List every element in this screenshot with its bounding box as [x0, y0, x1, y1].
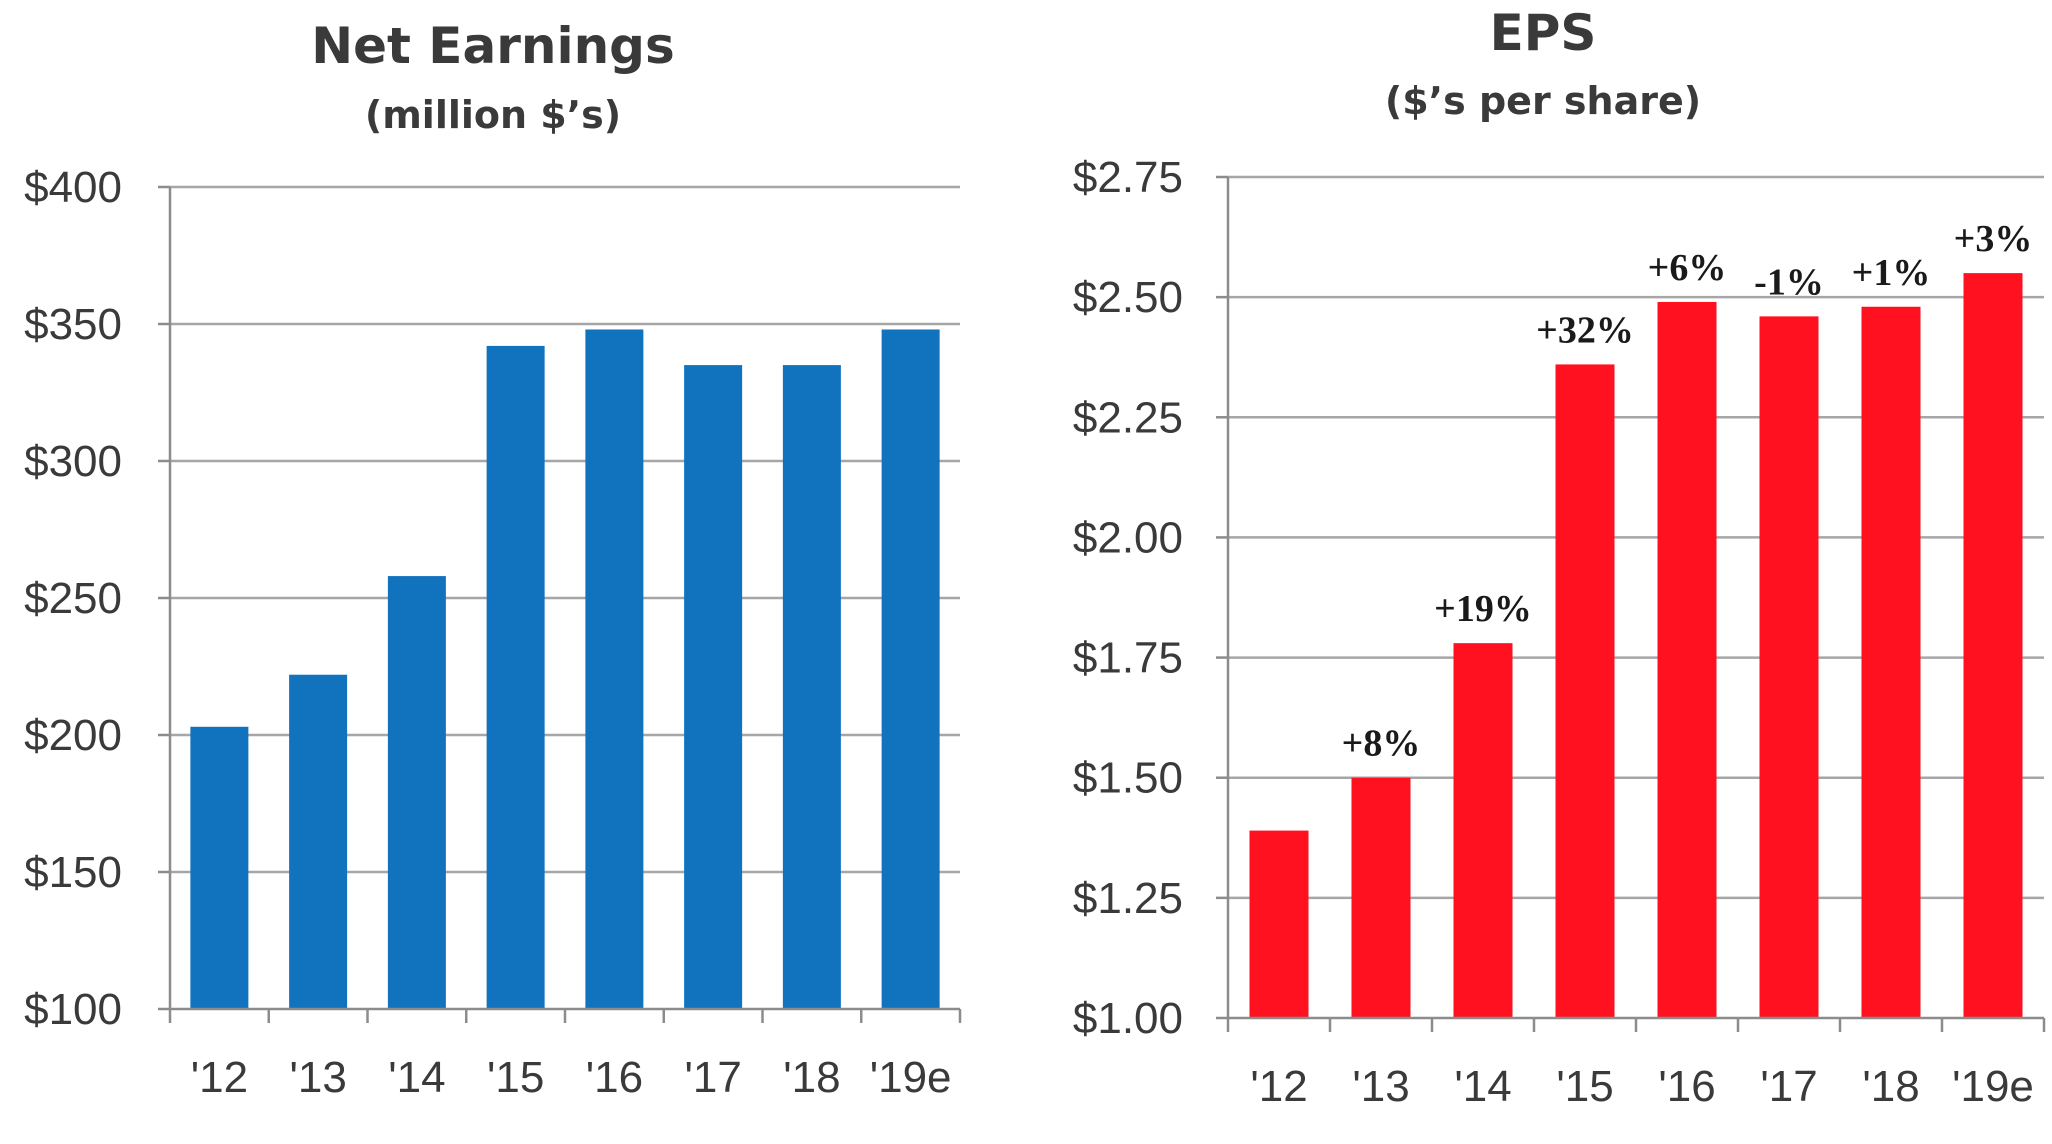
net-earnings-chart: Net Earnings (million $’s) $100$150$200$… — [24, 17, 962, 1102]
y-tick-label: $1.25 — [1073, 874, 1183, 923]
eps-title: EPS — [1490, 4, 1597, 62]
growth-annotation: +32% — [1536, 309, 1634, 351]
x-tick-label: '18 — [783, 1053, 840, 1102]
y-tick-label: $2.50 — [1073, 273, 1183, 322]
bar — [387, 576, 446, 1009]
eps-y-ticks: $1.00 $1.25 $1.50 $1.75 $2.00 $2.25 $2.50 $2.75 — [1073, 153, 1183, 1043]
growth-annotation: +19% — [1434, 588, 1532, 630]
bar — [782, 365, 841, 1010]
x-tick-label: '15 — [487, 1053, 544, 1102]
x-tick-label: '18 — [1862, 1062, 1919, 1111]
bar — [684, 365, 743, 1010]
growth-annotation: +6% — [1648, 247, 1727, 289]
y-tick-label: $1.75 — [1073, 634, 1183, 683]
eps-x-ticks: '12 '13 '14 '15 '16 '17 '18 '19e — [1250, 1062, 2034, 1111]
y-tick-label: $400 — [24, 163, 122, 212]
bar — [881, 329, 940, 1010]
eps-annotations: +8% +19% +32% +6% -1% +1% +3% — [1342, 218, 2033, 765]
bar — [190, 726, 249, 1009]
x-tick-label: '12 — [191, 1053, 248, 1102]
x-tick-label: '13 — [289, 1053, 346, 1102]
net-earnings-bars — [190, 329, 940, 1010]
bar — [1453, 643, 1513, 1018]
net-earnings-axes — [158, 185, 962, 1023]
growth-annotation: +3% — [1954, 218, 2033, 260]
net-earnings-x-ticks: '12 '13 '14 '15 '16 '17 '18 '19e — [191, 1053, 952, 1102]
x-tick-label: '14 — [1454, 1062, 1511, 1111]
growth-annotation: +8% — [1342, 723, 1421, 765]
growth-annotation: -1% — [1754, 261, 1824, 303]
y-tick-label: $100 — [24, 985, 122, 1034]
x-tick-label: '12 — [1250, 1062, 1307, 1111]
growth-annotation: +1% — [1852, 252, 1931, 294]
y-tick-label: $2.00 — [1073, 513, 1183, 562]
eps-axes — [1216, 175, 2046, 1032]
bar — [1861, 306, 1921, 1018]
bar — [1657, 301, 1717, 1018]
y-tick-label: $2.25 — [1073, 393, 1183, 442]
x-tick-label: '17 — [684, 1053, 741, 1102]
net-earnings-gridlines — [170, 185, 960, 874]
bar — [1351, 777, 1411, 1018]
y-tick-label: $150 — [24, 848, 122, 897]
bar — [1555, 364, 1615, 1018]
x-tick-label: '13 — [1352, 1062, 1409, 1111]
x-tick-label: '16 — [1658, 1062, 1715, 1111]
bar — [1249, 830, 1309, 1018]
x-tick-label: '19e — [870, 1053, 952, 1102]
bar — [1759, 316, 1819, 1018]
eps-bars — [1249, 273, 2023, 1019]
y-tick-label: $200 — [24, 711, 122, 760]
y-tick-label: $2.75 — [1073, 153, 1183, 202]
x-tick-label: '14 — [388, 1053, 445, 1102]
y-tick-label: $300 — [24, 437, 122, 486]
eps-chart: EPS ($’s per share) +8% +19% +32% +6% -1% +1%… — [1073, 4, 2046, 1111]
net-earnings-y-ticks: $100 $150 $200 $250 $300 $350 $400 — [24, 163, 122, 1034]
x-tick-label: '16 — [586, 1053, 643, 1102]
net-earnings-title: Net Earnings — [311, 17, 675, 75]
bar — [1963, 273, 2023, 1019]
x-tick-label: '19e — [1952, 1062, 2034, 1111]
y-tick-label: $350 — [24, 300, 122, 349]
y-tick-label: $250 — [24, 574, 122, 623]
net-earnings-subtitle: (million $’s) — [365, 93, 621, 137]
bar — [289, 674, 348, 1009]
x-tick-label: '15 — [1556, 1062, 1613, 1111]
x-tick-label: '17 — [1760, 1062, 1817, 1111]
eps-subtitle: ($’s per share) — [1385, 79, 1701, 123]
bar — [585, 329, 644, 1010]
y-tick-label: $1.50 — [1073, 754, 1183, 803]
bar — [486, 345, 545, 1009]
y-tick-label: $1.00 — [1073, 994, 1183, 1043]
